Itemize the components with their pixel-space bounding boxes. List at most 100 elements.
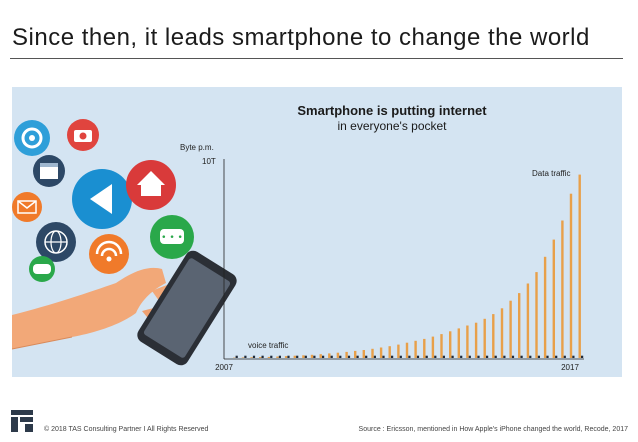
voice-traffic-bar: [537, 355, 540, 358]
data-traffic-bar: [293, 355, 296, 358]
data-traffic-bar: [569, 193, 573, 358]
voice-traffic-bar: [486, 355, 489, 358]
voice-traffic-bar: [581, 355, 584, 358]
voice-traffic-bar: [494, 355, 497, 358]
voice-traffic-bar: [373, 355, 376, 358]
data-traffic-bar: [336, 352, 340, 358]
chat-icon: • • •: [150, 215, 194, 259]
data-traffic-bar: [578, 174, 581, 358]
voice-traffic-bar: [322, 355, 325, 358]
data-traffic-bar: [241, 357, 245, 358]
data-traffic-bar: [319, 354, 322, 358]
y-tick-label: 10T: [202, 157, 216, 166]
y-axis-label: Byte p.m.: [180, 143, 214, 152]
voice-traffic-bar: [296, 355, 299, 358]
data-traffic-bar: [388, 346, 391, 358]
data-traffic-bar: [543, 256, 547, 358]
data-traffic-bar: [440, 334, 443, 358]
voice-traffic-bar: [451, 355, 454, 358]
voice-traffic-bar: [365, 355, 368, 358]
data-traffic-bar: [526, 283, 530, 358]
mail-icon: [12, 192, 42, 222]
data-traffic-bar: [362, 350, 365, 358]
wifi-icon: [89, 234, 129, 274]
globe-icon: [36, 222, 76, 262]
voice-traffic-bar: [520, 355, 523, 358]
infographic-panel: • • • Smartphone is putting internet in …: [12, 87, 622, 377]
data-traffic-bar: [449, 331, 452, 358]
voice-traffic-bar: [563, 355, 566, 358]
copyright-text: © 2018 TAS Consulting Partner I All Righ…: [44, 426, 209, 433]
data-traffic-bar: [474, 322, 478, 358]
voice-traffic-bar: [555, 355, 558, 358]
voice-traffic-bar: [347, 355, 351, 358]
data-traffic-bar: [561, 220, 564, 358]
smartphone-icon: [137, 250, 237, 366]
data-traffic-bar: [310, 354, 314, 358]
camera-icon: [67, 119, 99, 151]
voice-traffic-bar: [356, 355, 359, 358]
data-traffic-bar: [500, 308, 504, 358]
voice-traffic-bar: [235, 355, 238, 358]
data-traffic-bar: [457, 328, 460, 358]
series-label-voice: voice traffic: [248, 341, 288, 350]
home-icon: [126, 160, 176, 210]
data-traffic-bar: [423, 338, 426, 358]
page-title: Since then, it leads smartphone to chang…: [12, 24, 590, 51]
data-traffic-bar: [535, 272, 538, 359]
data-traffic-bar: [259, 357, 262, 358]
title-divider: [10, 58, 623, 59]
voice-traffic-bar: [287, 355, 290, 358]
voice-traffic-bar: [278, 355, 281, 358]
voice-traffic-bar: [313, 355, 316, 358]
data-traffic-bar: [552, 239, 555, 358]
data-traffic-bar: [354, 350, 357, 358]
chart-title-line2: in everyone's pocket: [337, 119, 447, 133]
voice-traffic-bar: [425, 355, 428, 358]
gear-icon: [14, 120, 50, 156]
data-traffic-bar: [267, 356, 271, 358]
voice-traffic-bar: [408, 355, 411, 358]
voice-traffic-bar: [399, 355, 402, 358]
calendar-icon: [33, 155, 65, 187]
data-traffic-bar: [250, 357, 253, 358]
voice-traffic-bar: [304, 355, 307, 358]
voice-traffic-bar: [468, 355, 471, 358]
chart-title-line1: Smartphone is putting internet: [297, 103, 487, 118]
logo-icon: [11, 410, 33, 432]
voice-traffic-bar: [382, 355, 385, 358]
voice-traffic-bar: [244, 355, 247, 358]
data-traffic-bar: [483, 318, 486, 358]
voice-traffic-bar: [503, 355, 506, 358]
data-traffic-bar: [492, 314, 495, 358]
voice-traffic-bar: [434, 355, 437, 358]
voice-traffic-bar: [416, 355, 420, 358]
data-traffic-bar: [302, 355, 305, 358]
data-traffic-bar: [284, 356, 288, 358]
voice-traffic-bar: [460, 355, 463, 358]
data-traffic-bar: [276, 356, 279, 358]
infographic-canvas: • • • Smartphone is putting internet in …: [12, 103, 584, 372]
data-traffic-bar: [466, 325, 469, 358]
voice-traffic-bar: [511, 355, 515, 358]
voice-traffic-bar: [442, 355, 445, 358]
data-traffic-bar: [414, 340, 417, 358]
data-traffic-bar: [328, 353, 331, 358]
data-traffic-bar: [379, 347, 383, 358]
voice-traffic-bar: [330, 355, 333, 358]
voice-traffic-bar: [252, 355, 256, 358]
x-start-label: 2007: [215, 363, 233, 372]
x-end-label: 2017: [561, 363, 579, 372]
data-traffic-bar: [345, 351, 348, 358]
voice-traffic-bar: [391, 355, 394, 358]
voice-traffic-bar: [261, 355, 264, 358]
play-icon: [72, 169, 132, 229]
data-traffic-bar: [431, 336, 435, 358]
gamepad-icon: [29, 256, 55, 282]
data-traffic-bar: [405, 342, 409, 358]
data-traffic-bar: [509, 300, 512, 358]
data-traffic-bar: [371, 348, 374, 358]
source-text: Source : Ericsson, mentioned in How Appl…: [358, 426, 628, 433]
voice-traffic-bar: [339, 355, 342, 358]
svg-text:• • •: • • •: [161, 233, 183, 243]
